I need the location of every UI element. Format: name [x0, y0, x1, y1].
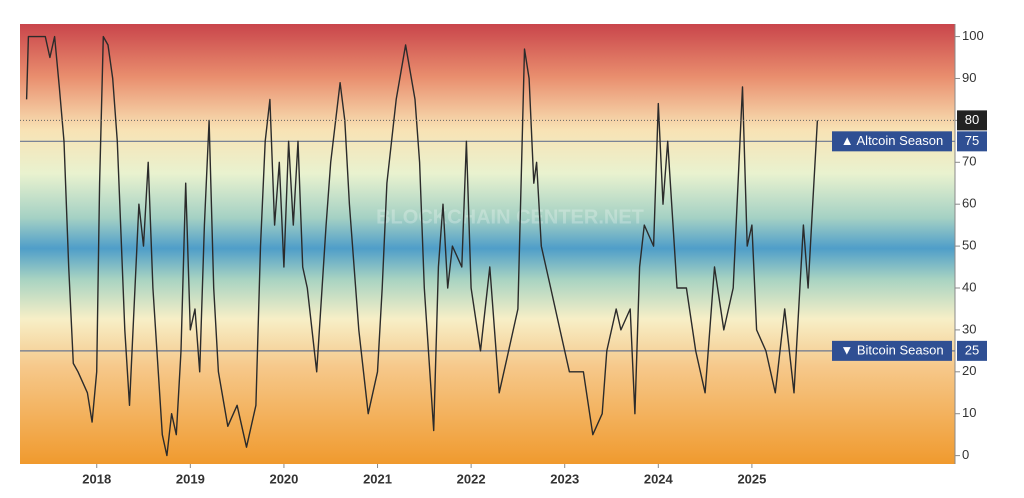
x-tick-label: 2024 — [644, 471, 674, 486]
x-tick-label: 2022 — [457, 471, 486, 486]
x-tick-label: 2020 — [269, 471, 298, 486]
reference-label: ▼ Bitcoin Season — [840, 342, 943, 357]
y-tick-label: 20 — [962, 363, 976, 378]
x-tick-label: 2018 — [82, 471, 111, 486]
y-tick-label: 50 — [962, 238, 976, 253]
x-tick-label: 2023 — [550, 471, 579, 486]
reference-value: 25 — [965, 342, 979, 357]
y-tick-label: 100 — [962, 28, 984, 43]
y-tick-label: 60 — [962, 196, 976, 211]
x-tick-label: 2019 — [176, 471, 205, 486]
y-tick-label: 0 — [962, 447, 969, 462]
reference-label-box — [832, 131, 952, 152]
y-tick-label: 10 — [962, 405, 976, 420]
y-tick-label: 40 — [962, 279, 976, 294]
reference-value-box — [957, 131, 987, 152]
reference-label: ▲ Altcoin Season — [841, 133, 943, 148]
x-tick-label: 2025 — [737, 471, 766, 486]
current-value-label: 80 — [965, 112, 979, 127]
y-tick-label: 30 — [962, 321, 976, 336]
reference-value-box — [957, 340, 987, 361]
reference-value: 75 — [965, 133, 979, 148]
x-tick-label: 2021 — [363, 471, 392, 486]
y-tick-label: 70 — [962, 154, 976, 169]
y-tick-label: 90 — [962, 70, 976, 85]
current-value-box — [957, 110, 987, 131]
plot-background — [20, 24, 955, 464]
reference-label-box — [832, 340, 952, 361]
series-line — [25, 35, 819, 457]
watermark: BLOCKCHAIN CENTER.NET — [376, 206, 644, 228]
